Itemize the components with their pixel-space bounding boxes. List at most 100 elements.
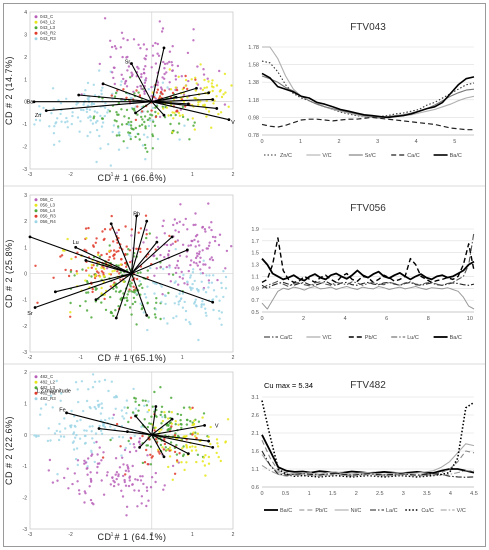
data-point bbox=[109, 285, 113, 288]
data-point bbox=[44, 403, 48, 406]
data-point bbox=[100, 266, 103, 269]
legend-entry: Ca/C bbox=[407, 153, 420, 159]
data-point bbox=[182, 273, 185, 277]
data-point bbox=[101, 121, 105, 124]
data-point bbox=[113, 95, 117, 98]
data-point bbox=[188, 321, 191, 324]
x-tick-label: -1 bbox=[109, 172, 114, 178]
data-point bbox=[224, 441, 227, 444]
x-tick-label: 0 bbox=[260, 139, 263, 145]
data-point bbox=[99, 429, 103, 432]
data-point bbox=[161, 76, 164, 79]
data-point bbox=[172, 316, 175, 320]
data-point bbox=[127, 131, 130, 134]
data-point bbox=[169, 88, 173, 91]
series-line-lu-c bbox=[261, 231, 475, 289]
y-tick-label: 3.1 bbox=[251, 395, 259, 401]
data-point bbox=[100, 253, 103, 257]
data-point bbox=[74, 381, 78, 384]
vector-arrowhead bbox=[126, 430, 129, 434]
data-point bbox=[127, 248, 130, 251]
data-point bbox=[147, 400, 150, 403]
data-point bbox=[127, 65, 131, 68]
data-point bbox=[77, 400, 80, 404]
data-point bbox=[110, 380, 114, 383]
data-point bbox=[118, 435, 121, 439]
data-point bbox=[218, 233, 222, 236]
data-point bbox=[106, 471, 109, 474]
data-point bbox=[120, 258, 123, 261]
data-point bbox=[189, 288, 193, 292]
line-panel-2: FTV056 1.9 1.7 1.5 1.3 1.1 0.9 0.7 0.50 2 4 6 8 10 Ca/… bbox=[251, 203, 475, 341]
data-point bbox=[112, 249, 116, 252]
data-point bbox=[185, 255, 188, 258]
legend-entry: Cu/C bbox=[421, 508, 434, 514]
data-point bbox=[196, 453, 200, 456]
vector-arrowhead bbox=[203, 423, 206, 427]
x-tick-label: -3 bbox=[28, 532, 33, 538]
legend-entry: 056_R3 bbox=[40, 214, 56, 219]
data-point bbox=[134, 118, 138, 122]
legend-entry: 482_C bbox=[40, 374, 54, 379]
data-point bbox=[129, 437, 133, 440]
data-point bbox=[160, 410, 163, 414]
data-point bbox=[84, 441, 87, 445]
data-point bbox=[185, 418, 189, 422]
data-point bbox=[118, 290, 121, 294]
data-point bbox=[62, 435, 66, 438]
data-point bbox=[153, 274, 156, 277]
data-point bbox=[91, 437, 94, 440]
data-point bbox=[145, 444, 148, 447]
loading-vector bbox=[127, 431, 152, 436]
data-point bbox=[78, 437, 82, 440]
data-point bbox=[66, 237, 69, 241]
x-axis-label: CD # 1 (64.1%) bbox=[97, 532, 166, 542]
data-point bbox=[191, 271, 195, 274]
data-point bbox=[151, 54, 155, 57]
loading-vector bbox=[78, 94, 152, 103]
legend-marker bbox=[34, 397, 38, 401]
data-point bbox=[70, 257, 73, 261]
data-point bbox=[127, 439, 130, 443]
data-point bbox=[87, 457, 90, 460]
data-point bbox=[149, 445, 153, 448]
data-point bbox=[117, 264, 120, 267]
data-point bbox=[167, 465, 170, 469]
data-point bbox=[63, 249, 66, 252]
vector-arrowhead bbox=[207, 439, 211, 443]
y-tick-label: 0.9 bbox=[251, 286, 259, 292]
data-point bbox=[154, 438, 158, 441]
data-point bbox=[211, 235, 215, 239]
data-point bbox=[115, 422, 119, 426]
data-point bbox=[173, 433, 177, 437]
data-point bbox=[204, 311, 207, 315]
data-point bbox=[76, 388, 79, 391]
data-point bbox=[207, 435, 210, 439]
data-point bbox=[190, 78, 193, 81]
x-tick-label: 2 bbox=[302, 316, 305, 322]
data-point bbox=[75, 272, 79, 275]
data-point bbox=[153, 94, 156, 97]
data-point bbox=[86, 467, 89, 470]
vector-arrowhead bbox=[138, 445, 142, 449]
data-point bbox=[85, 237, 88, 240]
data-point bbox=[209, 425, 212, 429]
data-point bbox=[154, 426, 157, 429]
data-point bbox=[186, 283, 189, 286]
data-point bbox=[188, 138, 191, 141]
data-point bbox=[128, 283, 131, 286]
data-point bbox=[132, 285, 135, 288]
data-point bbox=[119, 445, 122, 448]
data-point bbox=[85, 309, 89, 312]
vector-arrowhead bbox=[207, 91, 211, 95]
data-point bbox=[168, 50, 172, 53]
data-point bbox=[142, 311, 146, 314]
data-point bbox=[117, 305, 120, 308]
data-point bbox=[59, 112, 62, 116]
data-point bbox=[93, 275, 97, 278]
data-point bbox=[103, 114, 107, 118]
data-point bbox=[141, 461, 145, 465]
data-point bbox=[121, 55, 124, 59]
data-point bbox=[95, 160, 98, 164]
data-point bbox=[138, 440, 141, 443]
